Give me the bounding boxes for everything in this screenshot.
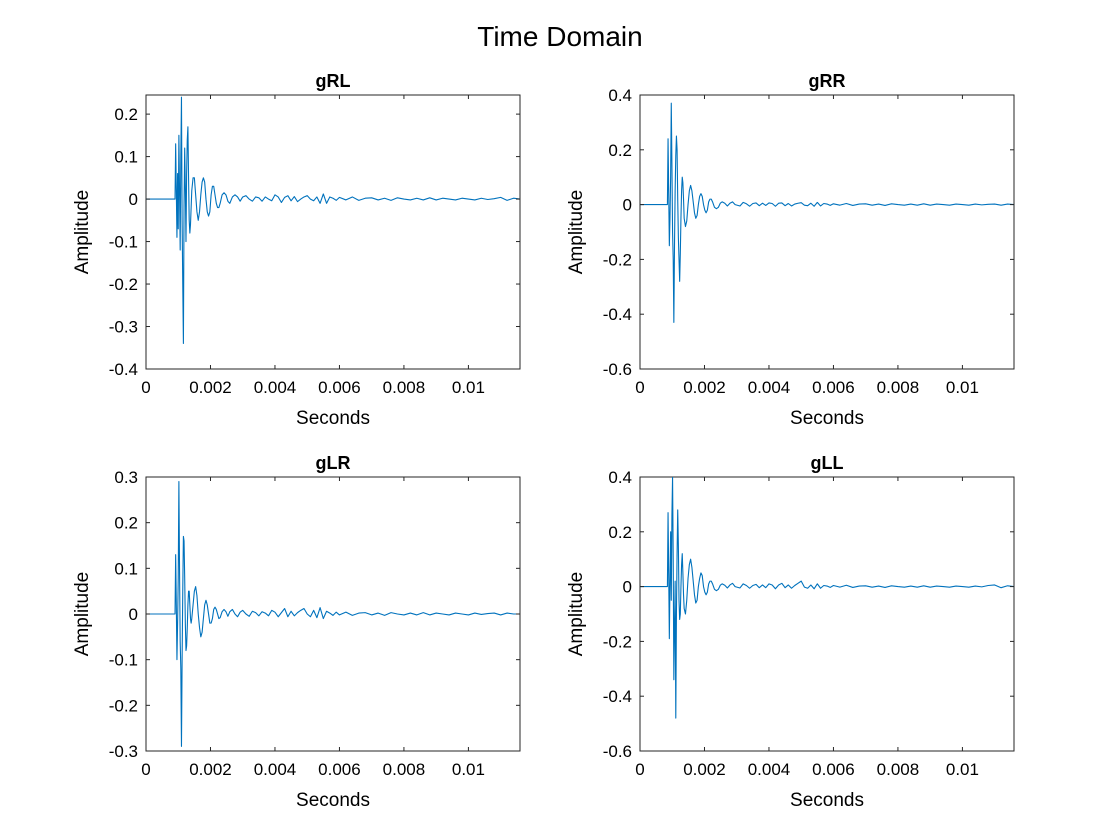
chart-1-xtick-label: 0.008 [877,378,920,397]
chart-3-title: gLL [811,453,844,473]
chart-2-ytick-label: 0.1 [114,559,138,578]
chart-3-ytick-label: 0.2 [608,523,632,542]
chart-2-xtick-label: 0.006 [318,760,361,779]
subplot-grl: 0 0.002 0.004 0.006 0.008 0.01 -0.4 -0.3 -0.2 -0.… [72,71,521,429]
chart-0-xtick-label: 0.004 [254,378,297,397]
chart-0-series-line-0 [146,96,520,345]
chart-1-ytick-label: 0.2 [608,141,632,160]
chart-3-ytick-label: 0.4 [608,468,632,487]
chart-1-ytick-label: -0.2 [603,250,632,269]
chart-0-xlabel: Seconds [296,408,370,429]
chart-1-xtick-label: 0.006 [812,378,855,397]
chart-0-ylabel: Amplitude [72,190,93,275]
chart-0-ytick-label: 0 [129,190,138,209]
chart-2-ytick-label: -0.3 [109,742,138,761]
chart-1-plot-area [639,94,1015,370]
chart-1-ytick-label: 0.4 [608,86,632,105]
chart-3-plot-area [639,476,1015,752]
chart-3-series-line-0 [640,477,1014,719]
chart-0-ytick-label: -0.3 [109,318,138,337]
chart-3-xtick-label: 0 [635,760,644,779]
chart-3-ytick-label: -0.2 [603,632,632,651]
chart-3-xtick-label: 0.006 [812,760,855,779]
chart-3-ytick-label: -0.4 [603,687,632,706]
chart-2-xtick-label: 0.002 [189,760,232,779]
chart-2-ylabel: Amplitude [72,572,93,657]
chart-2-ytick-label: 0.3 [114,468,138,487]
chart-3-xtick-label: 0.01 [946,760,979,779]
chart-3-ytick-label: 0 [623,578,632,597]
chart-0-ytick-label: 0.1 [114,148,138,167]
chart-0-ytick-label: -0.2 [109,275,138,294]
chart-1-ytick-label: -0.4 [603,305,632,324]
chart-2-xtick-label: 0 [141,760,150,779]
chart-3-xtick-label: 0.008 [877,760,920,779]
chart-0-plot-area [145,94,521,370]
chart-1-ylabel: Amplitude [566,190,587,275]
chart-1-xtick-label: 0.004 [748,378,791,397]
chart-3-ylabel: Amplitude [566,572,587,657]
chart-1-xtick-label: 0.01 [946,378,979,397]
chart-1-xtick-label: 0.002 [683,378,726,397]
chart-3-xtick-label: 0.002 [683,760,726,779]
chart-3-xtick-label: 0.004 [748,760,791,779]
chart-2-xtick-label: 0.008 [383,760,426,779]
chart-0-ytick-label: -0.4 [109,360,138,379]
chart-0-title: gRL [316,71,351,91]
chart-0-xtick-label: 0.01 [452,378,485,397]
chart-2-series-line-0 [146,481,520,747]
chart-2-ytick-label: 0.2 [114,514,138,533]
chart-0-xtick-label: 0 [141,378,150,397]
chart-1-xtick-label: 0 [635,378,644,397]
chart-1-ytick-label: 0 [623,196,632,215]
chart-2-xtick-label: 0.004 [254,760,297,779]
figure-title: Time Domain [477,21,642,52]
chart-1-series-line-0 [640,102,1014,323]
chart-0-xtick-label: 0.002 [189,378,232,397]
chart-2-ytick-label: -0.1 [109,651,138,670]
chart-0-ytick-label: -0.1 [109,233,138,252]
subplot-grr: 0 0.002 0.004 0.006 0.008 0.01 -0.6 -0.4 -0.2 0 0.… [566,71,1015,429]
chart-2-ytick-label: 0 [129,605,138,624]
chart-0-xtick-label: 0.006 [318,378,361,397]
chart-2-xlabel: Seconds [296,790,370,811]
chart-0-ytick-label: 0.2 [114,105,138,124]
chart-1-title: gRR [809,71,846,91]
chart-2-title: gLR [316,453,351,473]
chart-1-xlabel: Seconds [790,408,864,429]
subplot-glr: 0 0.002 0.004 0.006 0.008 0.01 -0.3 -0.2 -0.1 0 0.… [72,453,521,811]
chart-1-ytick-label: -0.6 [603,360,632,379]
subplot-gll: 0 0.002 0.004 0.006 0.008 0.01 -0.6 -0.4 -0.2 0 0.… [566,453,1015,811]
chart-0-xtick-label: 0.008 [383,378,426,397]
chart-2-xtick-label: 0.01 [452,760,485,779]
chart-2-ytick-label: -0.2 [109,696,138,715]
chart-3-xlabel: Seconds [790,790,864,811]
chart-3-ytick-label: -0.6 [603,742,632,761]
